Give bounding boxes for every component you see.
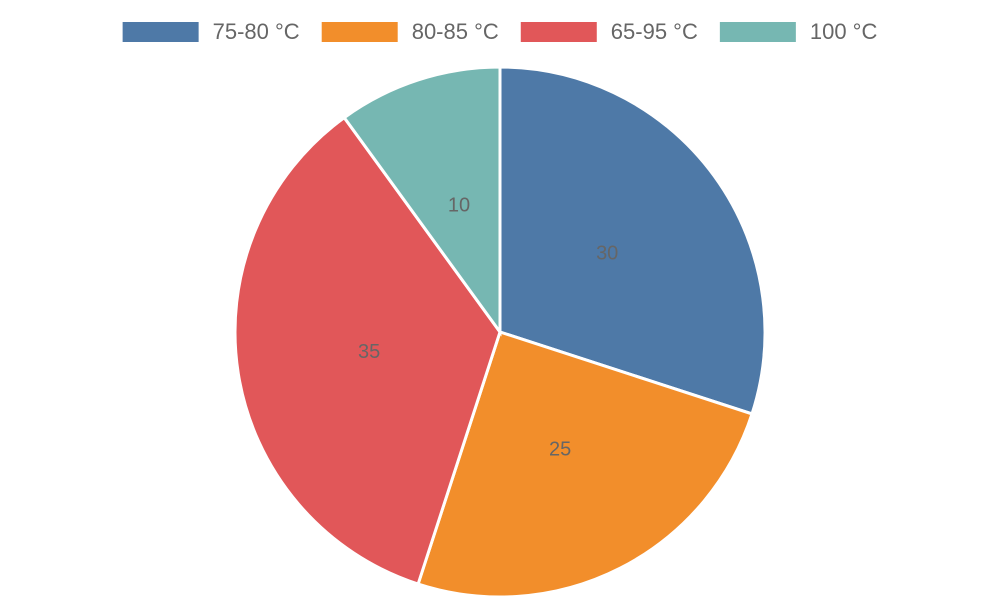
- data-label: 35: [358, 341, 380, 363]
- legend-swatch: [321, 22, 398, 42]
- legend-swatch: [520, 22, 597, 42]
- data-label: 25: [549, 438, 571, 460]
- data-label: 10: [448, 194, 470, 216]
- pie-slice: [233, 115, 502, 586]
- legend-label: 75-80 °C: [213, 19, 300, 44]
- legend-swatch: [122, 22, 199, 42]
- pie-slice: [342, 65, 502, 337]
- legend-label: 65-95 °C: [611, 19, 698, 44]
- pie-slice: [498, 65, 767, 416]
- data-label: 30: [596, 242, 618, 264]
- legend-label: 100 °C: [810, 19, 878, 44]
- pie-slice: [416, 330, 754, 599]
- legend-label: 80-85 °C: [412, 19, 499, 44]
- legend-swatch: [719, 22, 796, 42]
